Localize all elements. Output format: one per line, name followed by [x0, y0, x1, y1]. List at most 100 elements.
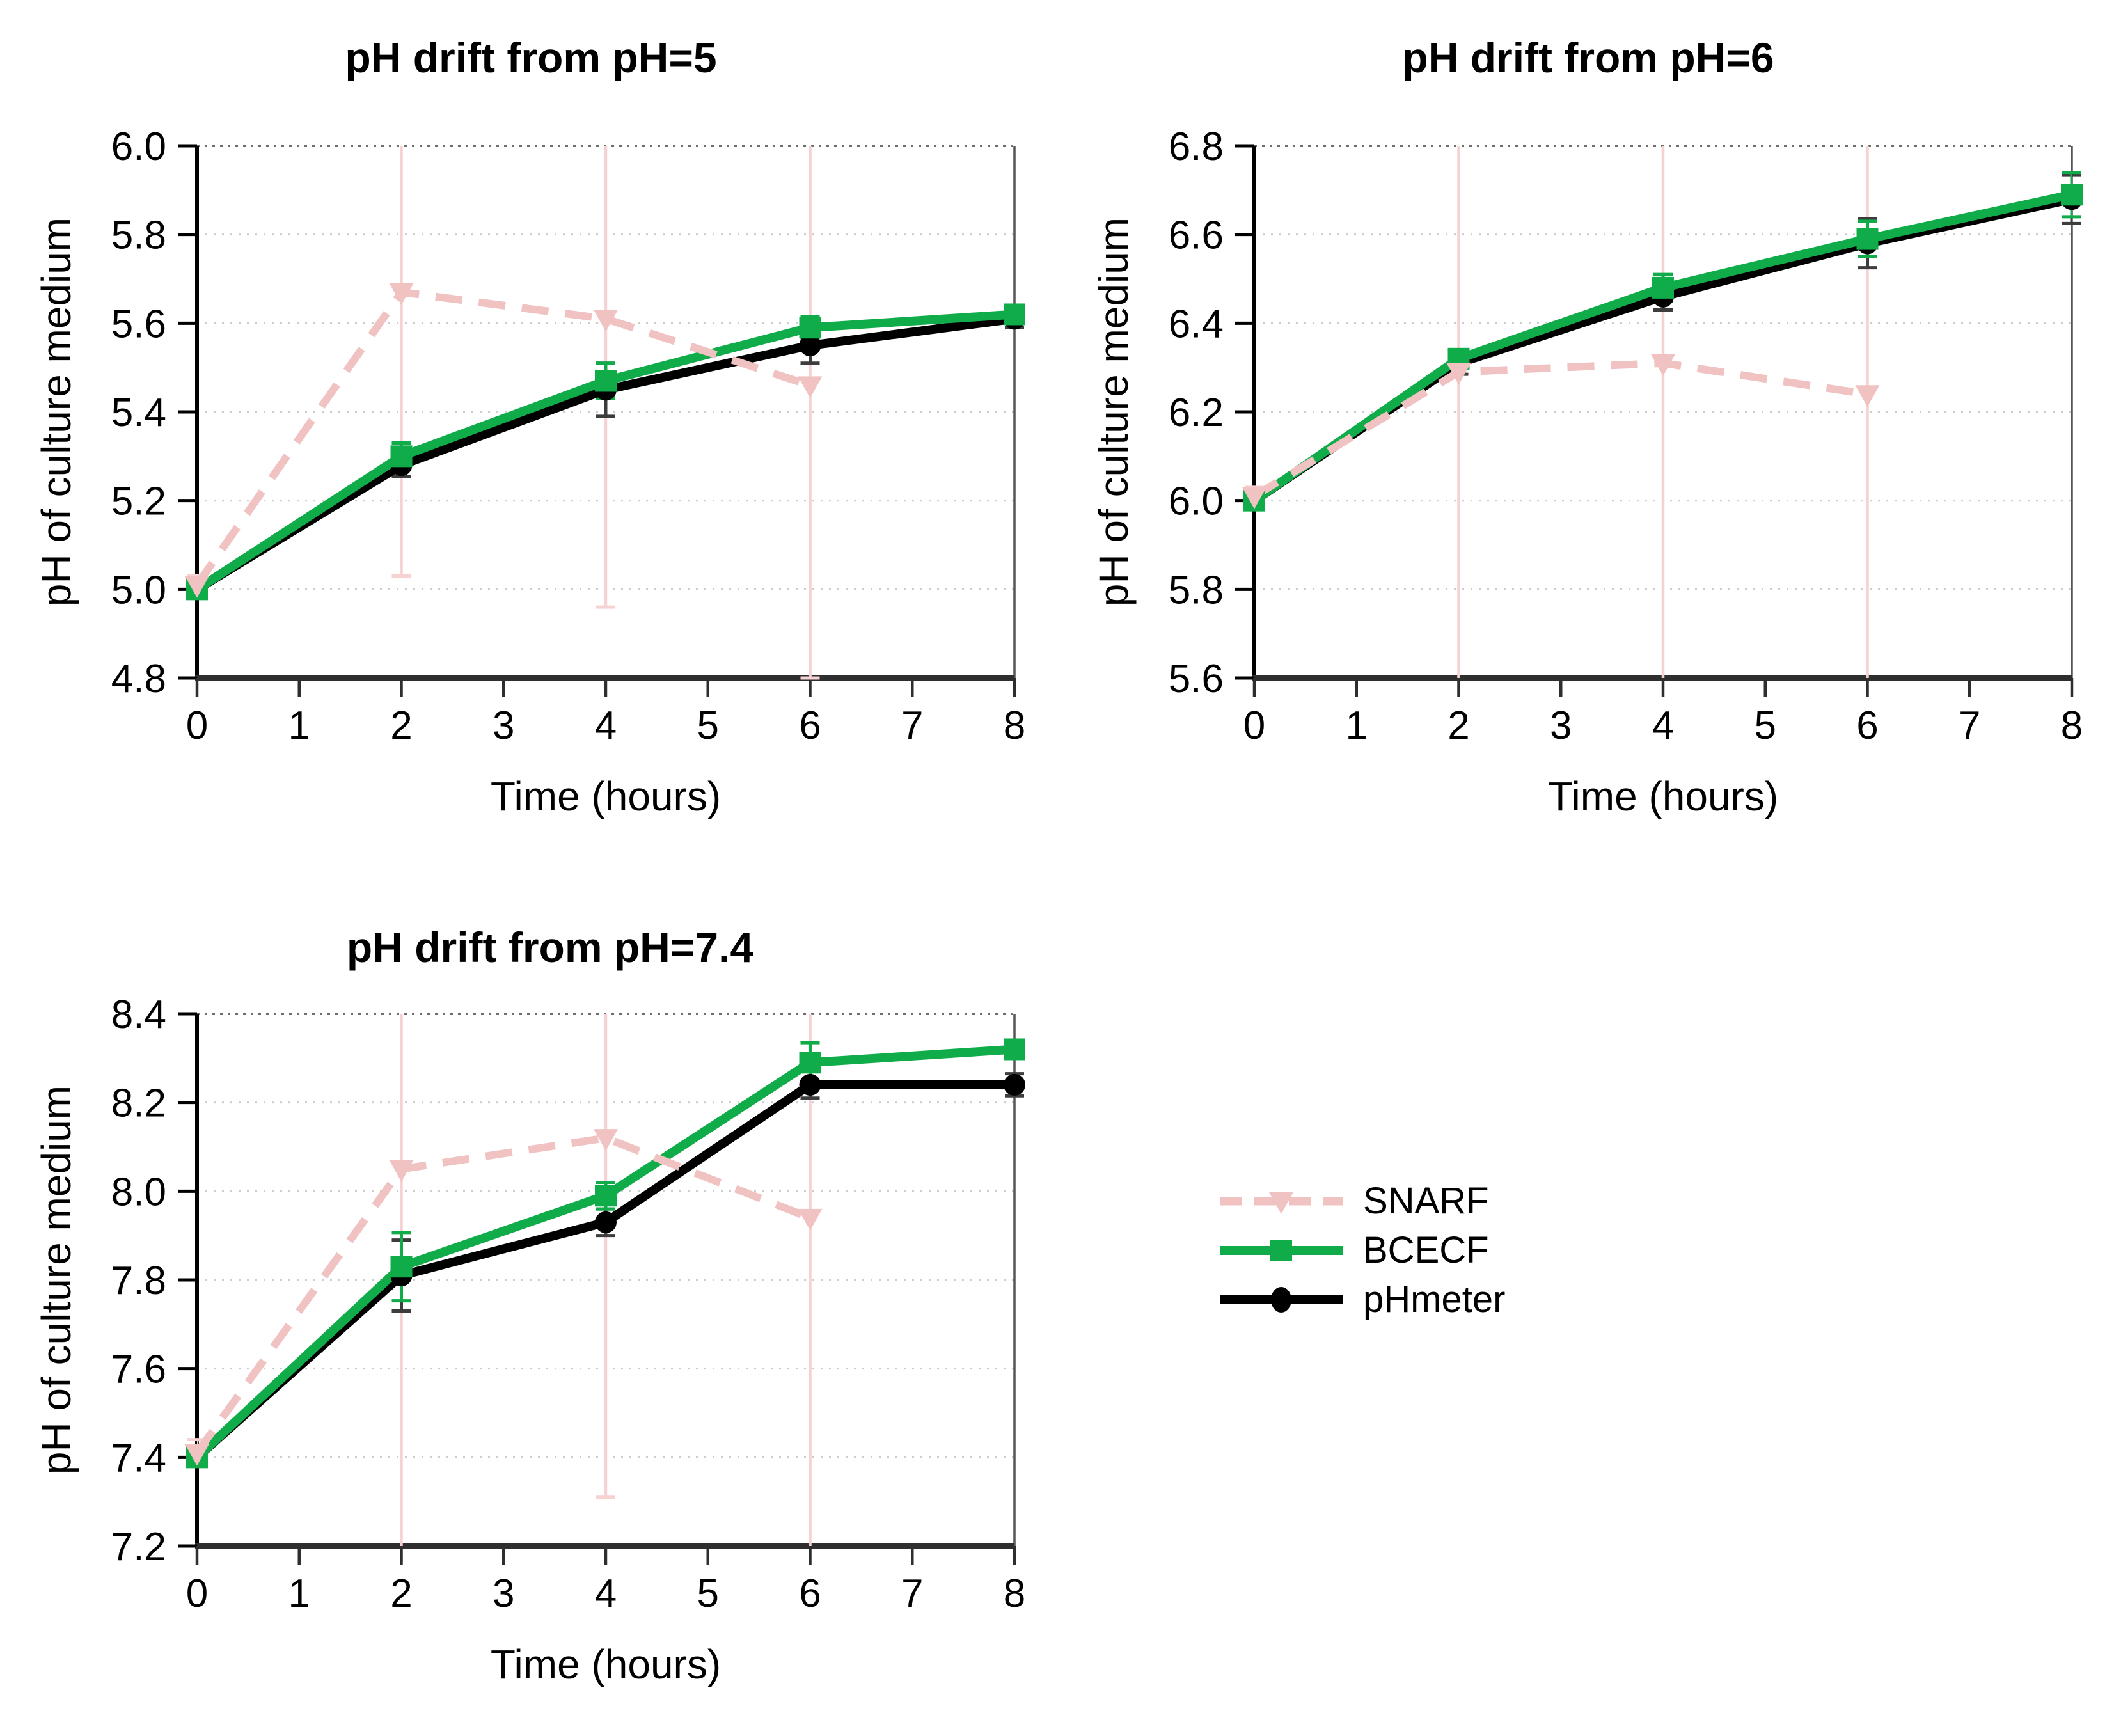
x-tick-label: 2 — [390, 704, 412, 748]
x-tick-label: 4 — [595, 704, 617, 748]
marker-phmeter — [799, 335, 821, 356]
x-tick-label: 0 — [186, 1572, 208, 1616]
marker-snarf — [594, 1129, 618, 1151]
x-tick-label: 6 — [799, 704, 821, 748]
marker-snarf — [1446, 363, 1471, 385]
x-tick-label: 1 — [288, 1572, 310, 1616]
x-tick-label: 7 — [901, 1572, 923, 1616]
marker-snarf — [798, 1208, 823, 1231]
x-tick-label: 3 — [1550, 704, 1572, 748]
x-tick-label: 3 — [493, 704, 514, 748]
y-tick-label: 8.0 — [111, 1170, 166, 1214]
y-tick-label: 6.8 — [1169, 125, 1224, 169]
legend: SNARF BCECF pHmeter — [1057, 868, 2114, 1736]
x-tick-label: 8 — [2061, 704, 2083, 748]
x-tick-label: 0 — [186, 704, 208, 748]
y-tick-label: 5.8 — [1169, 568, 1224, 612]
chart-ph6: 5.6 5.8 6.0 6.2 6.4 6.6 6.8 0 1 2 3 4 5 6 7 8 pH drift … — [1057, 0, 2114, 868]
x-tick-label: 5 — [697, 704, 719, 748]
x-tick-label: 0 — [1243, 704, 1265, 748]
x-tick-label: 2 — [1447, 704, 1469, 748]
series-markers — [185, 1038, 1025, 1469]
marker-snarf — [594, 310, 618, 332]
y-tick-label: 5.6 — [1169, 657, 1224, 701]
chart-ph6-title: pH drift from pH=6 — [1402, 34, 1774, 81]
chart-ph5-title: pH drift from pH=5 — [345, 34, 717, 81]
marker-bcecf — [595, 1185, 617, 1207]
marker-snarf — [185, 1444, 209, 1466]
y-tick-label: 7.4 — [111, 1436, 166, 1480]
marker-bcecf — [2061, 184, 2083, 206]
marker-bcecf — [1004, 303, 1025, 326]
y-tick-label: 5.0 — [111, 568, 166, 612]
x-tick-label: 8 — [1004, 1572, 1025, 1616]
y-tick-label: 8.4 — [111, 993, 166, 1037]
chart-ph6-x-axis-label: Time (hours) — [1547, 773, 1779, 819]
marker-phmeter — [799, 1073, 821, 1096]
x-tick-label: 7 — [901, 704, 923, 748]
marker-bcecf — [799, 317, 821, 339]
y-tick-label: 6.0 — [111, 125, 166, 169]
x-tick-label: 6 — [1856, 704, 1878, 748]
legend-box: SNARF BCECF pHmeter — [1217, 1181, 1505, 1329]
chart-ph6-plot: 5.6 5.8 6.0 6.2 6.4 6.6 6.8 0 1 2 3 4 5 6 7 8 — [1169, 125, 2083, 748]
x-tick-label: 1 — [1346, 704, 1368, 748]
x-tick-label: 5 — [1755, 704, 1776, 748]
series-line-snarf — [1252, 359, 1868, 500]
x-tick-label: 4 — [1652, 704, 1674, 748]
chart-ph5-x-axis-label: Time (hours) — [490, 773, 722, 819]
series-line-snarf — [194, 1133, 812, 1455]
marker-snarf — [389, 1160, 414, 1182]
y-tick-label: 5.2 — [111, 480, 166, 524]
legend-item-snarf: SNARF — [1217, 1181, 1505, 1222]
chart-ph74-x-axis-label: Time (hours) — [490, 1641, 722, 1687]
chart-ph74-title: pH drift from pH=7.4 — [346, 924, 754, 971]
error-bars — [1245, 146, 2081, 678]
x-tick-label: 2 — [390, 1572, 412, 1616]
x-tick-label: 8 — [1004, 704, 1025, 748]
marker-bcecf — [390, 1256, 413, 1278]
y-tick-label: 6.0 — [1169, 480, 1224, 524]
chart-ph6-y-axis-label: pH of culture medium — [1091, 217, 1137, 607]
legend-label-snarf: SNARF — [1363, 1180, 1489, 1222]
y-tick-label: 7.8 — [111, 1259, 166, 1303]
y-tick-label: 7.2 — [111, 1525, 166, 1569]
legend-item-phmeter: pHmeter — [1217, 1279, 1505, 1320]
y-tick-label: 6.2 — [1169, 391, 1224, 435]
y-tick-label: 4.8 — [111, 657, 166, 701]
axes: 4.8 5.0 5.2 5.4 5.6 5.8 6.0 0 1 2 3 4 5 6 7 8 — [111, 125, 1025, 748]
marker-bcecf — [595, 370, 617, 392]
marker-bcecf — [1004, 1038, 1025, 1061]
x-tick-label: 7 — [1959, 704, 1980, 748]
marker-snarf — [1651, 354, 1675, 376]
marker-phmeter — [1004, 1073, 1025, 1096]
y-tick-label: 5.6 — [111, 302, 166, 346]
series-markers — [1242, 184, 2083, 512]
chart-ph74: 7.2 7.4 7.6 7.8 8.0 8.2 8.4 0 1 2 3 4 5 6 7 8 pH drift … — [0, 868, 1057, 1736]
x-tick-label: 3 — [493, 1572, 514, 1616]
marker-bcecf — [1856, 228, 1879, 250]
series-line-snarf — [194, 288, 812, 587]
y-tick-label: 5.8 — [111, 214, 166, 258]
bcecf-line-sample-icon — [1220, 1240, 1343, 1261]
x-tick-label: 5 — [697, 1572, 719, 1616]
phmeter-line-sample-icon — [1220, 1287, 1343, 1313]
y-tick-label: 8.2 — [111, 1082, 166, 1126]
snarf-line-sample-icon — [1220, 1192, 1343, 1214]
marker-phmeter — [595, 1211, 617, 1233]
marker-bcecf — [1652, 276, 1674, 299]
marker-snarf — [185, 576, 209, 598]
marker-bcecf — [799, 1052, 821, 1074]
x-tick-label: 1 — [288, 704, 310, 748]
chart-ph5-y-axis-label: pH of culture medium — [33, 217, 79, 607]
y-tick-label: 5.4 — [111, 391, 166, 435]
legend-label-phmeter: pHmeter — [1363, 1279, 1506, 1320]
y-tick-label: 6.6 — [1169, 214, 1224, 258]
chart-ph5-plot: 4.8 5.0 5.2 5.4 5.6 5.8 6.0 0 1 2 3 4 5 6 7 8 — [111, 125, 1025, 748]
error-bars — [187, 146, 1024, 680]
legend-item-bcecf: BCECF — [1217, 1230, 1505, 1271]
y-tick-label: 6.4 — [1169, 302, 1224, 346]
marker-snarf — [389, 283, 414, 305]
chart-ph5: 4.8 5.0 5.2 5.4 5.6 5.8 6.0 0 1 2 3 4 5 6 7 8 pH drift … — [0, 0, 1057, 868]
marker-snarf — [1855, 385, 1880, 407]
